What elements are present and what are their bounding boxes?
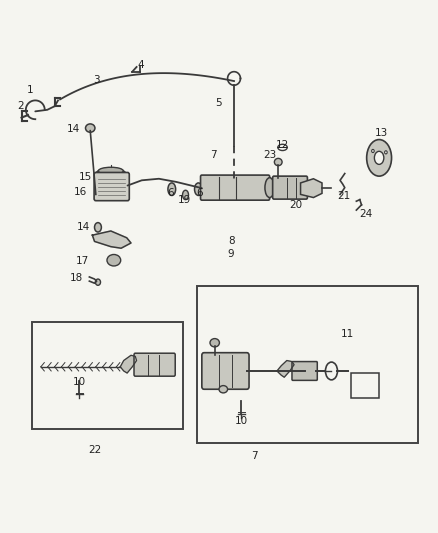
Text: 6: 6 — [168, 188, 174, 198]
Text: 19: 19 — [178, 195, 191, 205]
Ellipse shape — [374, 151, 384, 164]
Text: 23: 23 — [263, 150, 276, 160]
Ellipse shape — [95, 223, 101, 232]
Text: 13: 13 — [374, 128, 388, 138]
Ellipse shape — [183, 190, 188, 200]
Ellipse shape — [107, 254, 121, 266]
Text: 24: 24 — [360, 209, 373, 219]
Bar — [197, 286, 418, 442]
FancyBboxPatch shape — [201, 175, 270, 200]
Ellipse shape — [367, 140, 392, 176]
Ellipse shape — [99, 167, 123, 175]
FancyBboxPatch shape — [134, 353, 175, 376]
Ellipse shape — [219, 385, 228, 393]
Ellipse shape — [85, 124, 95, 132]
Polygon shape — [120, 356, 137, 373]
Text: 8: 8 — [229, 237, 235, 246]
FancyBboxPatch shape — [202, 353, 249, 389]
Ellipse shape — [274, 158, 282, 166]
Text: 7: 7 — [211, 150, 217, 160]
Polygon shape — [92, 231, 131, 248]
Text: 14: 14 — [77, 222, 90, 232]
Text: 17: 17 — [76, 256, 89, 266]
Ellipse shape — [95, 279, 101, 285]
Text: 7: 7 — [251, 450, 258, 461]
Bar — [32, 322, 184, 430]
Text: 14: 14 — [67, 124, 80, 134]
Text: 9: 9 — [228, 249, 234, 260]
Ellipse shape — [210, 338, 219, 347]
Ellipse shape — [371, 149, 374, 152]
Text: 15: 15 — [78, 172, 92, 182]
Text: 10: 10 — [73, 377, 86, 387]
Text: 5: 5 — [215, 98, 223, 108]
Polygon shape — [277, 360, 294, 377]
Text: 22: 22 — [88, 446, 101, 455]
Ellipse shape — [168, 183, 176, 196]
FancyBboxPatch shape — [272, 176, 307, 199]
Text: 12: 12 — [276, 140, 289, 150]
Text: 2: 2 — [18, 101, 24, 111]
Ellipse shape — [96, 168, 126, 180]
Text: 11: 11 — [341, 329, 354, 340]
Ellipse shape — [385, 151, 387, 154]
Text: 21: 21 — [338, 191, 351, 201]
Ellipse shape — [194, 183, 202, 196]
Bar — [351, 373, 379, 398]
Ellipse shape — [265, 177, 274, 198]
Text: 10: 10 — [235, 416, 248, 425]
Text: 4: 4 — [138, 60, 144, 70]
Text: 20: 20 — [289, 200, 302, 210]
Text: 18: 18 — [70, 273, 83, 283]
FancyBboxPatch shape — [292, 361, 317, 381]
FancyBboxPatch shape — [94, 173, 129, 201]
Text: 1: 1 — [27, 85, 33, 95]
Polygon shape — [300, 179, 322, 198]
Text: 3: 3 — [93, 75, 100, 85]
Text: 6: 6 — [196, 188, 203, 198]
Text: 16: 16 — [74, 187, 88, 197]
